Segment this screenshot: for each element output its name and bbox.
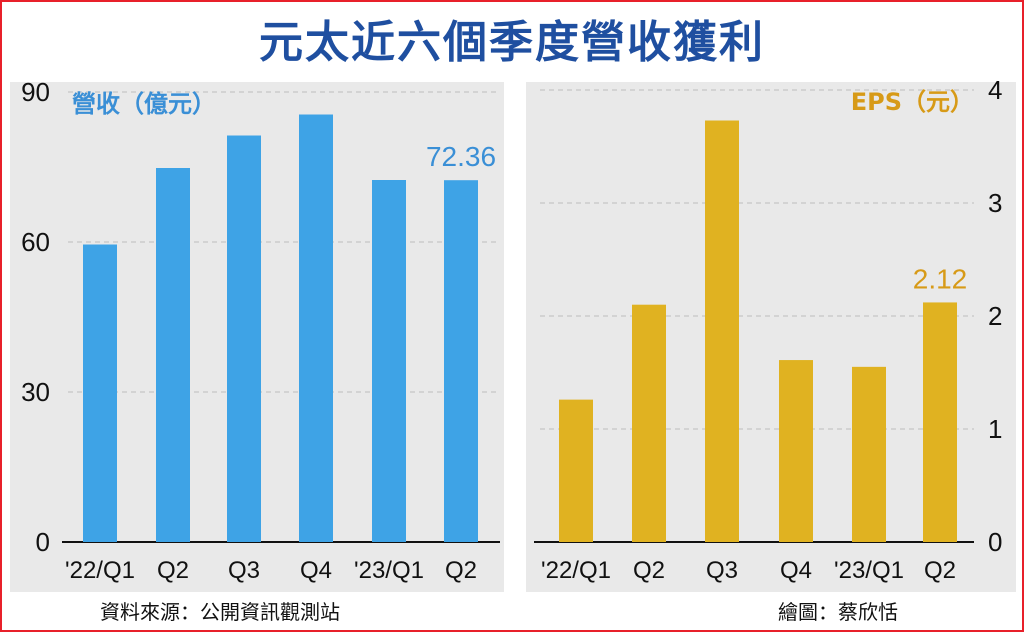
revenue-bar [299, 114, 333, 542]
revenue-x-tick-label: Q3 [228, 557, 260, 584]
eps-y-tick-label: 4 [988, 75, 1002, 105]
credit-note: 繪圖：蔡欣恬 [778, 600, 898, 624]
eps-value-label: 2.12 [913, 263, 968, 294]
revenue-x-tick-label: Q4 [300, 557, 332, 584]
eps-y-tick-label: 1 [988, 414, 1002, 444]
revenue-x-tick-label: '22/Q1 [65, 557, 135, 584]
eps-bar [559, 399, 593, 542]
eps-y-tick-label: 3 [988, 188, 1002, 218]
eps-bar [632, 304, 666, 542]
eps-bar [852, 366, 886, 542]
eps-axis-label: EPS（元） [851, 88, 974, 116]
revenue-y-tick-label: 60 [21, 227, 50, 257]
revenue-bar [83, 244, 117, 542]
revenue-value-label: 72.36 [426, 141, 496, 172]
eps-y-tick-label: 0 [988, 527, 1002, 557]
revenue-x-tick-label: '23/Q1 [354, 557, 424, 584]
eps-y-tick-label: 2 [988, 301, 1002, 331]
eps-x-tick-label: Q2 [633, 557, 665, 584]
eps-x-tick-label: Q3 [706, 557, 738, 584]
chart-title: 元太近六個季度營收獲利 [259, 17, 765, 68]
revenue-x-tick-label: Q2 [157, 557, 189, 584]
eps-x-tick-label: Q4 [780, 557, 812, 584]
source-note: 資料來源：公開資訊觀測站 [100, 600, 340, 624]
eps-bar [779, 360, 813, 542]
revenue-bar [227, 135, 261, 542]
eps-bar [923, 302, 957, 542]
revenue-bar [372, 180, 406, 542]
revenue-y-tick-label: 90 [21, 77, 50, 107]
revenue-bar [156, 168, 190, 542]
eps-bar [705, 120, 739, 542]
eps-x-tick-label: Q2 [924, 557, 956, 584]
revenue-x-tick-label: Q2 [445, 557, 477, 584]
eps-x-tick-label: '23/Q1 [834, 557, 904, 584]
revenue-bar [444, 180, 478, 542]
eps-x-tick-label: '22/Q1 [541, 557, 611, 584]
revenue-axis-label: 營收（億元） [72, 90, 216, 118]
revenue-y-tick-label: 0 [36, 527, 50, 557]
revenue-y-tick-label: 30 [21, 377, 50, 407]
